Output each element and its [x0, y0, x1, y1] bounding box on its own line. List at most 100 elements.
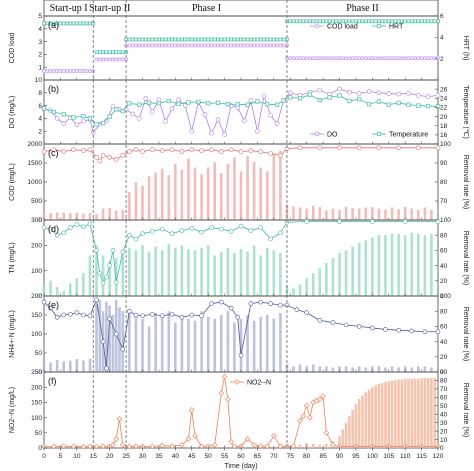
- point: [74, 122, 80, 128]
- point: [222, 37, 227, 42]
- bar: [82, 360, 85, 372]
- point: [173, 43, 178, 48]
- bar: [341, 429, 345, 448]
- point: [281, 98, 286, 103]
- point: [140, 313, 145, 319]
- bar: [193, 320, 197, 372]
- point: [409, 328, 415, 334]
- point: [360, 19, 365, 24]
- point: [209, 301, 214, 306]
- bar: [252, 161, 256, 220]
- point: [307, 92, 313, 97]
- point: [61, 69, 66, 73]
- legend-marker: [314, 131, 320, 137]
- point: [80, 443, 87, 450]
- point: [251, 442, 257, 448]
- point: [422, 56, 427, 61]
- point: [396, 91, 401, 97]
- point: [373, 19, 378, 24]
- x-tick-label: 25: [122, 453, 130, 460]
- bar: [272, 318, 276, 372]
- point: [436, 56, 440, 61]
- bar: [311, 443, 315, 448]
- point: [193, 37, 197, 42]
- point: [278, 302, 283, 308]
- bar: [68, 360, 72, 372]
- point: [334, 56, 339, 61]
- x-tick-label: 100: [367, 453, 378, 460]
- x-tick-label: 110: [400, 453, 411, 460]
- point: [419, 19, 424, 24]
- point: [216, 43, 220, 48]
- point: [111, 50, 115, 55]
- point: [304, 219, 309, 224]
- point: [116, 416, 123, 422]
- point: [416, 56, 421, 61]
- point: [245, 102, 250, 107]
- point: [114, 57, 119, 62]
- point: [209, 225, 214, 230]
- point: [183, 37, 187, 42]
- point: [347, 98, 352, 104]
- point: [429, 56, 434, 61]
- bar: [384, 382, 387, 448]
- point: [202, 43, 207, 48]
- point: [416, 103, 421, 108]
- bar: [400, 379, 404, 448]
- point: [354, 19, 358, 24]
- point: [94, 248, 99, 253]
- right-axis-label: HRT (h): [462, 36, 469, 61]
- point: [94, 122, 99, 127]
- bar: [344, 250, 348, 296]
- point: [78, 69, 83, 73]
- x-tick-label: 115: [416, 453, 427, 460]
- point: [238, 352, 244, 358]
- point: [84, 69, 89, 73]
- bar: [403, 206, 407, 220]
- point: [222, 43, 227, 48]
- bar: [426, 377, 430, 448]
- point: [265, 37, 270, 42]
- bar: [174, 322, 177, 372]
- bar: [187, 249, 190, 296]
- point: [176, 43, 181, 48]
- point: [61, 21, 66, 26]
- panel-label: (b): [48, 84, 59, 94]
- point: [277, 443, 284, 450]
- point: [386, 19, 391, 24]
- bar: [298, 207, 302, 220]
- point: [196, 37, 201, 42]
- left-tick-label: 100: [31, 331, 42, 338]
- legend-label: NO2--N: [247, 379, 271, 386]
- left-tick-label: 8: [38, 90, 42, 97]
- bar: [417, 378, 420, 448]
- point: [308, 19, 312, 24]
- bar: [252, 245, 256, 296]
- x-tick-label: 35: [155, 453, 163, 460]
- point: [101, 120, 106, 126]
- bar: [118, 307, 121, 372]
- x-tick-label: 10: [73, 453, 81, 460]
- legend-marker: [314, 23, 320, 29]
- point: [107, 155, 112, 160]
- right-tick-label: 2: [440, 56, 444, 63]
- point: [70, 443, 77, 450]
- point: [377, 19, 381, 24]
- point: [209, 147, 214, 152]
- point: [317, 19, 322, 24]
- bar: [338, 366, 341, 372]
- point: [298, 19, 302, 24]
- point: [67, 311, 73, 317]
- left-tick-label: 150: [31, 312, 42, 319]
- point: [189, 147, 195, 152]
- panel-a: 1 2 3 4 5 2 4 6 COD load HRT (h) (a) COD load HRT: [9, 13, 469, 81]
- point: [107, 50, 112, 55]
- point: [202, 112, 208, 117]
- point: [159, 442, 166, 449]
- point: [104, 274, 109, 280]
- point: [186, 43, 191, 48]
- point: [189, 37, 194, 42]
